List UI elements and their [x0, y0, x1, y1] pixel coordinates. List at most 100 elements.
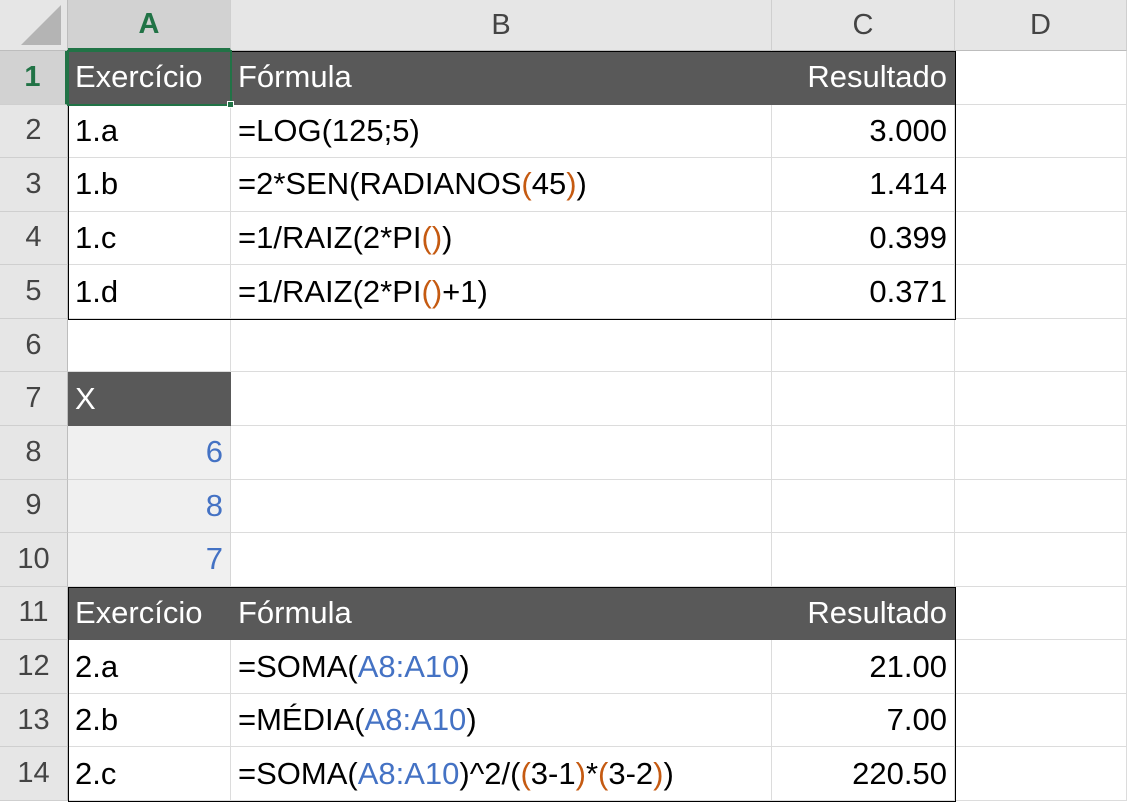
formula-cell[interactable]: =MÉDIA(A8:A10) [231, 694, 772, 748]
grid-cell[interactable] [955, 640, 1127, 694]
grid-cell[interactable] [231, 425, 772, 480]
exercise-cell[interactable]: 1.d [68, 265, 231, 319]
row-header-11[interactable]: 11 [0, 586, 68, 641]
result-cell[interactable]: 3.000 [772, 105, 955, 159]
grid-cell[interactable] [231, 479, 772, 534]
formula-cell[interactable]: =1/RAIZ(2*PI() +1) [231, 265, 772, 319]
formula-cell[interactable]: =1/RAIZ(2*PI()) [231, 212, 772, 266]
fill-handle[interactable] [227, 100, 234, 108]
exercise-cell[interactable]: 2.b [68, 694, 231, 748]
row-header-2[interactable]: 2 [0, 104, 68, 159]
grid-cell[interactable] [955, 479, 1127, 534]
parenthesis-token: ( [521, 166, 532, 202]
grid-cell[interactable] [955, 318, 1127, 373]
exercise-cell[interactable]: 2.c [68, 747, 231, 801]
grid-cell[interactable] [955, 586, 1127, 641]
grid-cell[interactable] [955, 51, 1127, 105]
cell-reference-token: A8:A10 [364, 702, 467, 738]
formula-text-token: * [585, 755, 599, 791]
grid-cell[interactable] [231, 318, 772, 373]
formula-cell[interactable]: =SOMA(A8:A10)^2/((3-1) *(3-2)) [231, 747, 772, 801]
row-header-1[interactable]: 1 [0, 51, 68, 105]
formula-text-token: +1) [442, 273, 488, 309]
exercise-cell[interactable]: 1.b [68, 158, 231, 212]
formula-text-token: ) [663, 755, 674, 791]
row-header-5[interactable]: 5 [0, 265, 68, 319]
cell-reference-token: A8:A10 [357, 755, 460, 791]
column-header-d[interactable]: D [955, 0, 1127, 51]
x-header-cell: X [68, 372, 231, 426]
grid-cell[interactable] [955, 211, 1127, 266]
grid-cell[interactable] [772, 479, 955, 534]
row-header-3[interactable]: 3 [0, 158, 68, 212]
formula-text-token: )^2/( [459, 755, 521, 791]
formula-cell[interactable]: =LOG(125;5) [231, 105, 772, 159]
header-cell-result: Resultado [772, 51, 955, 105]
result-cell[interactable]: 0.371 [772, 265, 955, 319]
result-cell[interactable]: 1.414 [772, 158, 955, 212]
row-header-6[interactable]: 6 [0, 318, 68, 373]
formula-text-token: =LOG(125;5) [238, 112, 420, 148]
parenthesis-token: () [421, 273, 443, 309]
grid-cell[interactable] [772, 425, 955, 480]
row-header-4[interactable]: 4 [0, 211, 68, 266]
grid-cell[interactable] [955, 747, 1127, 801]
formula-text-token: 3-1 [530, 755, 576, 791]
grid-cell[interactable] [955, 693, 1127, 748]
formula-cell[interactable]: =SOMA(A8:A10) [231, 640, 772, 694]
formula-text-token: =SOMA( [238, 648, 358, 684]
grid-cell[interactable] [68, 318, 231, 373]
grid-cell[interactable] [772, 533, 955, 587]
formula-text-token: =1/RAIZ(2*PI [238, 219, 422, 255]
select-all-triangle-icon [21, 5, 61, 45]
exercise-cell[interactable]: 1.a [68, 105, 231, 159]
grid-cell[interactable] [955, 158, 1127, 212]
header-cell-formula: Fórmula [231, 51, 772, 105]
grid-cell[interactable] [772, 318, 955, 373]
x-value-cell[interactable]: 8 [68, 479, 231, 534]
grid-cell[interactable] [955, 533, 1127, 587]
grid-cell[interactable] [955, 372, 1127, 426]
result-cell[interactable]: 0.399 [772, 212, 955, 266]
header-cell-exercise: Exercício [68, 586, 231, 641]
exercise-cell[interactable]: 2.a [68, 640, 231, 694]
formula-text-token: ) [459, 648, 470, 684]
formula-text-token: ) [442, 219, 453, 255]
row-header-14[interactable]: 14 [0, 747, 68, 801]
result-cell[interactable]: 220.50 [772, 747, 955, 801]
parenthesis-token: ) [653, 755, 664, 791]
row-header-9[interactable]: 9 [0, 479, 68, 534]
formula-text-token: ) [466, 702, 477, 738]
grid-cell[interactable] [955, 265, 1127, 319]
column-header-c[interactable]: C [772, 0, 955, 51]
grid-cell[interactable] [231, 372, 772, 426]
row-header-12[interactable]: 12 [0, 640, 68, 694]
grid-cell[interactable] [231, 533, 772, 587]
exercise-cell[interactable]: 1.c [68, 212, 231, 266]
row-header-8[interactable]: 8 [0, 425, 68, 480]
parenthesis-token: () [421, 219, 443, 255]
x-value-cell[interactable]: 7 [68, 533, 231, 587]
grid-cell[interactable] [955, 104, 1127, 159]
formula-text-token: =SOMA( [238, 755, 358, 791]
formula-text-token: 45 [531, 166, 567, 202]
row-header-13[interactable]: 13 [0, 693, 68, 748]
formula-text-token: 3-2 [608, 755, 654, 791]
column-header-b[interactable]: B [231, 0, 772, 51]
result-cell[interactable]: 21.00 [772, 640, 955, 694]
parenthesis-token: ( [598, 755, 609, 791]
result-cell[interactable]: 7.00 [772, 694, 955, 748]
x-value-cell[interactable]: 6 [68, 425, 231, 480]
select-all-corner[interactable] [0, 0, 68, 51]
parenthesis-token: ) [575, 755, 586, 791]
cell-reference-token: A8:A10 [357, 648, 460, 684]
grid-cell[interactable] [955, 425, 1127, 480]
row-header-10[interactable]: 10 [0, 533, 68, 587]
column-header-a[interactable]: A [68, 0, 231, 51]
formula-cell[interactable]: =2*SEN(RADIANOS(45)) [231, 158, 772, 212]
header-cell-exercise: Exercício [68, 51, 231, 105]
formula-text-token: =2*SEN(RADIANOS [238, 166, 522, 202]
grid-cell[interactable] [772, 372, 955, 426]
row-header-7[interactable]: 7 [0, 372, 68, 426]
